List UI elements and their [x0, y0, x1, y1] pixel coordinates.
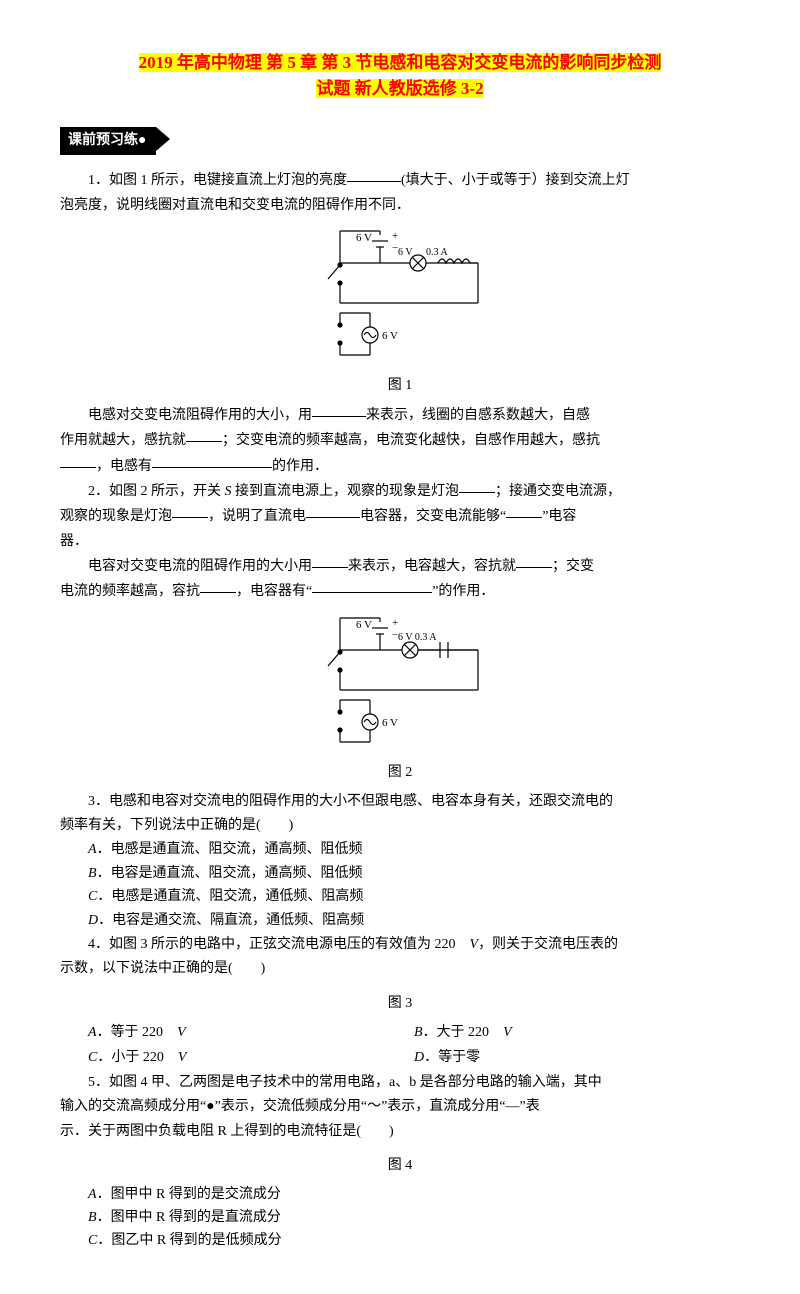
q3-stem-a: 3．电感和电容对交流电的阻碍作用的大小不但跟电感、电容本身有关，还跟交流电的 [60, 791, 740, 813]
svg-text:6 V: 6 V [382, 717, 398, 729]
q4-a: 4．如图 3 所示的电路中，正弦交流电源电压的有效值为 220 [88, 937, 470, 952]
q3-C: C．电感是通直流、阻交流，通低频、阻高频 [88, 886, 740, 908]
blank [200, 578, 236, 593]
svg-text:+: + [392, 617, 398, 629]
q1-p2-line2: 作用就越大，感抗就 ；交变电流的频率越高，电流变化越快，自感作用越大，感抗 [60, 429, 740, 452]
q4-B: B．大于 220 V [414, 1022, 740, 1044]
q3-D: D．电容是通交流、隔直流，通低频、阻高频 [88, 910, 740, 932]
fig1-caption: 图 1 [60, 375, 740, 397]
q1-text-a: 1．如图 1 所示，电键接直流上灯泡的亮度 [88, 173, 347, 188]
q1-text-b: (填大于、小于或等于）接到交流上灯 [401, 173, 630, 188]
fig3-caption: 图 3 [60, 993, 740, 1015]
blank [60, 453, 96, 468]
q2-line3: 器． [60, 531, 740, 553]
blank [152, 453, 272, 468]
q2-a: 2．如图 2 所示，开关 [88, 484, 225, 499]
title-line-2: 试题 新人教版选修 3-2 [316, 79, 483, 98]
q1-p2f: 的作用． [272, 459, 328, 474]
fig4-caption: 图 4 [60, 1155, 740, 1177]
q2-e: ，说明了直流电 [208, 509, 306, 524]
svg-text:6 V 0.3 A: 6 V 0.3 A [398, 632, 437, 643]
blank [516, 553, 552, 568]
blank [312, 402, 366, 417]
q1-stem: 1．如图 1 所示，电键接直流上灯泡的亮度 (填大于、小于或等于）接到交流上灯 [60, 169, 740, 192]
q2-stem: 2．如图 2 所示，开关 S 接到直流电源上，观察的现象是灯泡 ；接通交变电流源， [60, 480, 740, 503]
q5-stem-a: 5．如图 4 甲、乙两图是电子技术中的常用电路，a、b 是各部分电路的输入端，其… [60, 1072, 740, 1094]
q1-p2a: 电感对交变电流阻碍作用的大小，用 [88, 408, 312, 423]
fig2-caption: 图 2 [60, 762, 740, 784]
q1-p2c: 作用就越大，感抗就 [60, 433, 186, 448]
svg-text:6 V: 6 V [382, 330, 398, 342]
q1-p2d: ；交变电流的频率越高，电流变化越快，自感作用越大，感抗 [222, 433, 600, 448]
q4-v: V [470, 937, 479, 952]
q2-line2: 观察的现象是灯泡 ，说明了直流电 电容器，交变电流能够“ ”电容 [60, 505, 740, 528]
q4-options: A．等于 220 V B．大于 220 V C．小于 220 V D．等于零 [88, 1021, 740, 1070]
blank [312, 578, 432, 593]
q2-g: ”电容 [542, 509, 576, 524]
blank [459, 478, 495, 493]
section-banner: 课前预习练● [60, 127, 156, 155]
q1-p2e: ，电感有 [96, 459, 152, 474]
q2-f: 电容器，交变电流能够“ [360, 509, 506, 524]
q2-p2a: 电容对交变电流的阻碍作用的大小用 [88, 559, 312, 574]
q2-p2d: 电流的频率越高，容抗 [60, 584, 200, 599]
blank [306, 503, 360, 518]
q4-stem: 4．如图 3 所示的电路中，正弦交流电源电压的有效值为 220 V，则关于交流电… [60, 934, 740, 956]
title-line-1: 2019 年高中物理 第 5 章 第 3 节电感和电容对交变电流的影响同步检测 [139, 53, 662, 72]
blank [186, 427, 222, 442]
page-title: 2019 年高中物理 第 5 章 第 3 节电感和电容对交变电流的影响同步检测 … [60, 50, 740, 103]
q2-p2e: ，电容器有“ [236, 584, 312, 599]
circuit-2-svg: 6 V + − 6 V 0.3 A [300, 612, 500, 752]
q2-p2b: 来表示，电容越大，容抗就 [348, 559, 516, 574]
q3-stem-b: 频率有关，下列说法中正确的是( ) [60, 815, 740, 837]
q5-options: A．图甲中 R 得到的是交流成分 B．图甲中 R 得到的是直流成分 C．图乙中 … [88, 1184, 740, 1253]
blank [506, 503, 542, 518]
svg-text:+: + [392, 230, 398, 242]
q2-p2: 电容对交变电流的阻碍作用的大小用 来表示，电容越大，容抗就 ；交变 [60, 555, 740, 578]
circuit-1-svg: 6 V + − 6 V [300, 225, 500, 365]
blank [312, 553, 348, 568]
q3-B: B．电容是通直流、阻交流，通高频、阻低频 [88, 863, 740, 885]
q4-b: ，则关于交流电压表的 [478, 937, 618, 952]
q1-text-c: 泡亮度，说明线圈对直流电和交变电流的阻碍作用不同． [60, 195, 740, 217]
q3-options: A．电感是通直流、阻交流，通高频、阻低频 B．电容是通直流、阻交流，通高频、阻低… [88, 839, 740, 932]
q2-b: 接到直流电源上，观察的现象是灯泡 [232, 484, 460, 499]
svg-text:6 V: 6 V [356, 619, 372, 631]
q3-A: A．电感是通直流、阻交流，通高频、阻低频 [88, 839, 740, 861]
svg-text:6 V: 6 V [356, 232, 372, 244]
figure-2: 6 V + − 6 V 0.3 A [60, 612, 740, 760]
q2-c: ；接通交变电流源， [495, 484, 621, 499]
q2-d: 观察的现象是灯泡 [60, 509, 172, 524]
q1-p2-line3: ，电感有 的作用． [60, 455, 740, 478]
blank [347, 167, 401, 182]
q5-C: C．图乙中 R 得到的是低频成分 [88, 1230, 740, 1252]
q5-A: A．图甲中 R 得到的是交流成分 [88, 1184, 740, 1206]
svg-text:0.3 A: 0.3 A [426, 247, 448, 258]
q1-p2b: 来表示，线圈的自感系数越大，自感 [366, 408, 590, 423]
blank [172, 503, 208, 518]
figure-1: 6 V + − 6 V [60, 225, 740, 373]
q2-p2f: ”的作用． [432, 584, 494, 599]
q2-p2c: ；交变 [552, 559, 594, 574]
q4-A: A．等于 220 V [88, 1022, 414, 1044]
q2-s: S [225, 484, 232, 499]
q5-B: B．图甲中 R 得到的是直流成分 [88, 1207, 740, 1229]
q4-stem-c: 示数，以下说法中正确的是( ) [60, 958, 740, 980]
q2-p2-line2: 电流的频率越高，容抗 ，电容器有“ ”的作用． [60, 580, 740, 603]
q1-p2: 电感对交变电流阻碍作用的大小，用 来表示，线圈的自感系数越大，自感 [60, 404, 740, 427]
q5-stem-b: 输入的交流高频成分用“●”表示，交流低频成分用“～”表示，直流成分用“—”表 [60, 1096, 740, 1118]
svg-text:6 V: 6 V [398, 247, 413, 258]
section-banner-wrap: 课前预习练● [60, 127, 740, 167]
q4-C: C．小于 220 V [88, 1047, 414, 1069]
q4-D: D．等于零 [414, 1047, 740, 1069]
